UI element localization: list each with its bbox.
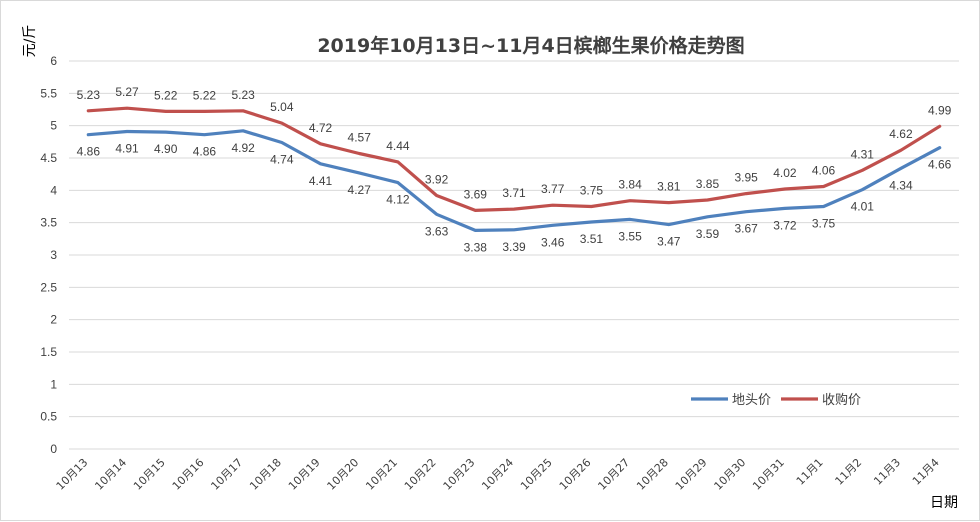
data-label: 4.91	[115, 141, 139, 155]
data-label: 4.06	[812, 163, 836, 177]
data-label: 3.81	[657, 180, 681, 194]
data-label: 5.27	[115, 85, 139, 99]
x-tick-label: 10月31	[750, 456, 787, 493]
legend-label: 地头价	[732, 393, 771, 408]
x-tick-label: 10月29	[673, 456, 710, 493]
data-label: 3.59	[696, 227, 720, 241]
x-tick-labels: 10月13 10月14 10月15 10月16 10月17 10月18 10月19 10月20…	[54, 456, 942, 493]
x-tick-label: 10月13	[54, 456, 91, 493]
y-tick-label: 0	[50, 442, 57, 456]
data-label: 3.63	[425, 224, 449, 238]
data-label: 4.12	[386, 193, 410, 207]
x-tick-label: 11月3	[871, 456, 903, 488]
data-label: 4.01	[851, 200, 875, 214]
data-label: 4.90	[154, 142, 178, 156]
data-label: 4.31	[851, 147, 875, 161]
y-tick-label: 4	[50, 183, 57, 197]
data-label: 4.74	[270, 152, 294, 166]
y-tick-label: 3.5	[40, 216, 57, 230]
data-label: 4.57	[348, 130, 372, 144]
x-tick-label: 11月1	[794, 456, 826, 488]
data-label: 3.72	[773, 218, 797, 232]
data-label: 3.71	[502, 186, 526, 200]
y-tick-label: 6	[50, 54, 57, 68]
y-tick-label: 4.5	[40, 151, 57, 165]
x-tick-label: 10月25	[518, 456, 555, 493]
y-axis-label: 元/斤	[22, 25, 38, 58]
series-line-1	[86, 106, 942, 212]
data-label: 3.55	[618, 229, 642, 243]
x-tick-label: 10月20	[325, 456, 362, 493]
data-label: 4.86	[77, 145, 101, 159]
data-label: 3.77	[541, 182, 565, 196]
series-line-0	[86, 129, 942, 232]
data-label: 3.39	[502, 240, 526, 254]
x-tick-label: 11月2	[833, 456, 865, 488]
data-label: 4.34	[889, 178, 913, 192]
x-tick-label: 10月23	[441, 456, 478, 493]
data-label: 5.22	[154, 88, 178, 102]
data-label: 5.04	[270, 100, 294, 114]
data-label: 5.23	[231, 88, 255, 102]
x-tick-label: 10月15	[131, 456, 168, 493]
data-label: 4.72	[309, 121, 333, 135]
data-label: 3.51	[580, 232, 604, 246]
data-label: 4.62	[889, 127, 913, 141]
y-tick-label: 5	[50, 119, 57, 133]
series-lines	[86, 106, 942, 232]
x-tick-label: 10月22	[402, 456, 439, 493]
legend: 地头价 收购价	[691, 392, 861, 408]
y-tick-label: 2.5	[40, 280, 57, 294]
x-tick-label: 10月21	[363, 456, 400, 493]
data-label: 4.41	[309, 174, 333, 188]
data-label: 3.47	[657, 235, 681, 249]
y-tick-label: 1	[50, 377, 57, 391]
data-label: 3.69	[464, 187, 488, 201]
y-tick-label: 2	[50, 313, 57, 327]
data-label: 4.44	[386, 139, 410, 153]
data-label: 3.46	[541, 235, 565, 249]
x-tick-label: 10月14	[92, 456, 129, 493]
x-tick-label: 10月30	[712, 456, 749, 493]
data-label: 4.66	[928, 158, 952, 172]
x-tick-label: 10月16	[170, 456, 207, 493]
x-tick-label: 11月4	[910, 456, 942, 488]
x-tick-label: 10月24	[479, 456, 516, 493]
x-tick-label: 10月19	[286, 456, 323, 493]
x-tick-label: 10月27	[595, 456, 632, 493]
data-label: 5.22	[193, 88, 217, 102]
data-label: 4.86	[193, 145, 217, 159]
data-label: 4.99	[928, 103, 952, 117]
data-label: 4.02	[773, 166, 797, 180]
y-tick-label: 3	[50, 248, 57, 262]
data-labels: 4.86 4.91 4.90 4.86 4.92 4.74 4.41 4.27 4.12 3.63…	[77, 85, 952, 254]
y-tick-label: 0.5	[40, 410, 57, 424]
y-tick-labels: 0 0.5 1 1.5 2 2.5 3 3.5 4 4.5 5 5.5 6	[40, 54, 57, 456]
data-label: 3.75	[812, 217, 836, 231]
gridlines	[69, 60, 959, 450]
data-label: 3.92	[425, 173, 449, 187]
x-axis-label: 日期	[930, 495, 958, 511]
y-tick-label: 5.5	[40, 86, 57, 100]
data-label: 3.67	[734, 222, 758, 236]
data-label: 3.84	[618, 178, 642, 192]
chart-title: 2019年10月13日~11月4日槟榔生果价格走势图	[317, 34, 744, 57]
data-label: 3.38	[464, 240, 488, 254]
data-label: 5.23	[77, 88, 101, 102]
x-tick-label: 10月28	[634, 456, 671, 493]
y-tick-label: 1.5	[40, 345, 57, 359]
data-label: 4.27	[348, 183, 372, 197]
legend-label: 收购价	[822, 392, 861, 408]
data-label: 3.75	[580, 184, 604, 198]
data-label: 3.95	[734, 171, 758, 185]
x-tick-label: 10月18	[247, 456, 284, 493]
data-label: 3.85	[696, 177, 720, 191]
x-tick-label: 10月17	[208, 456, 245, 493]
data-label: 4.92	[231, 141, 255, 155]
x-tick-label: 10月26	[557, 456, 594, 493]
